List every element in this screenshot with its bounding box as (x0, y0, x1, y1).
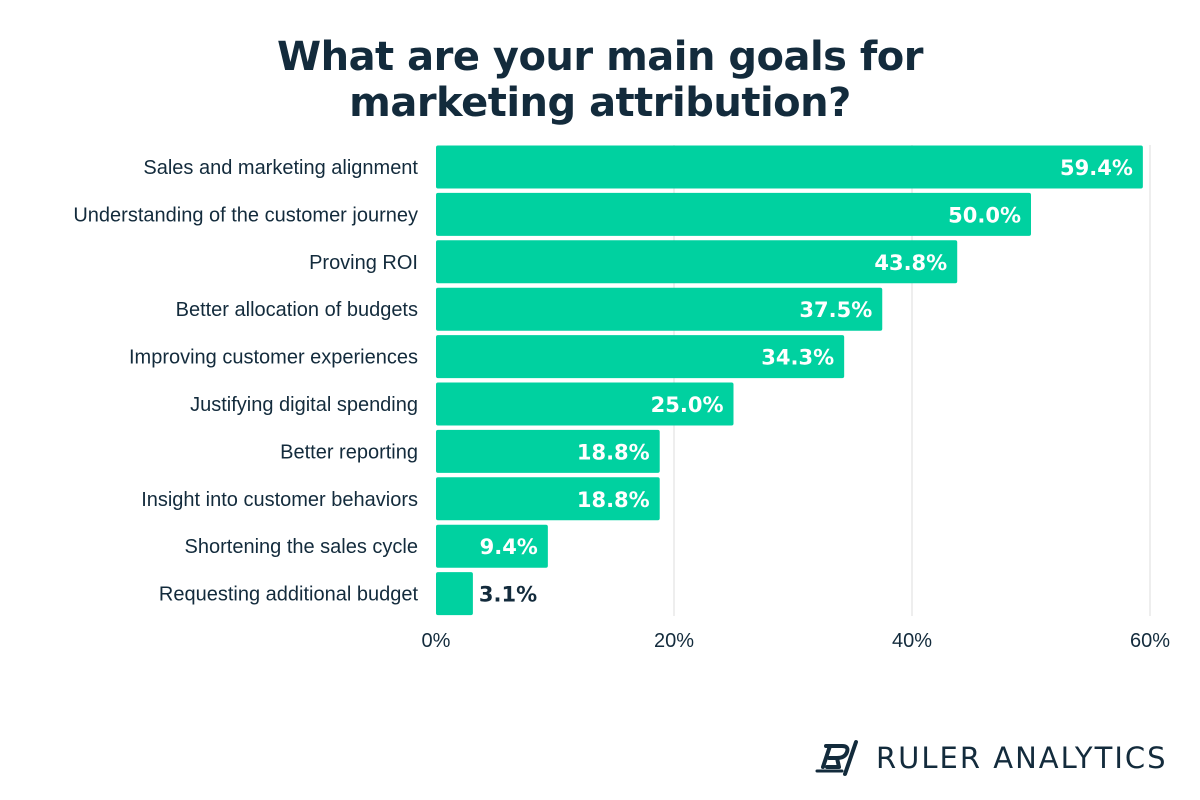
bar (436, 287, 883, 331)
category-label: Better reporting (280, 441, 418, 463)
category-label: Requesting additional budget (159, 584, 419, 606)
bar (436, 240, 958, 284)
value-label: 9.4% (480, 535, 538, 559)
value-label: 25.0% (651, 393, 724, 417)
value-label: 43.8% (874, 251, 947, 275)
ruler-analytics-logo-icon (815, 740, 858, 776)
category-label: Better allocation of budgets (176, 299, 418, 321)
bar (436, 192, 1031, 236)
category-label: Justifying digital spending (190, 394, 418, 416)
x-tick-label: 0% (422, 630, 451, 652)
x-axis-tick-labels: 0% 20% 40% 60% (422, 630, 1171, 652)
bar (436, 477, 660, 521)
value-labels: 59.4%50.0%43.8%37.5%34.3%25.0%18.8%18.8%… (479, 156, 1133, 607)
x-tick-label: 20% (654, 630, 694, 652)
brand-logo: RULER ANALYTICS (812, 738, 1168, 778)
x-tick-label: 60% (1130, 630, 1170, 652)
bar (436, 335, 845, 379)
bars (436, 145, 1143, 616)
category-label: Sales and marketing alignment (143, 157, 418, 179)
value-label: 50.0% (948, 203, 1021, 227)
value-label: 3.1% (479, 583, 537, 607)
value-label: 34.3% (761, 346, 834, 370)
chart-title-line-2: marketing attribution? (349, 80, 851, 126)
value-label: 59.4% (1060, 156, 1133, 180)
category-label: Insight into customer behaviors (141, 489, 418, 511)
brand-name: RULER ANALYTICS (876, 741, 1168, 775)
x-tick-label: 40% (892, 630, 932, 652)
category-labels: Sales and marketing alignment Understandi… (73, 157, 418, 606)
value-label: 37.5% (799, 298, 872, 322)
value-label: 18.8% (577, 440, 650, 464)
bar (436, 572, 473, 616)
bar (436, 382, 734, 426)
bar (436, 145, 1143, 189)
category-label: Understanding of the customer journey (73, 204, 418, 226)
category-label: Shortening the sales cycle (185, 536, 418, 558)
bar (436, 429, 660, 473)
value-label: 18.8% (577, 488, 650, 512)
bar (436, 524, 548, 568)
category-label: Proving ROI (309, 252, 418, 274)
category-label: Improving customer experiences (129, 347, 418, 369)
chart-title: What are your main goals for marketing a… (0, 34, 1200, 126)
chart-title-line-1: What are your main goals for (276, 34, 924, 80)
